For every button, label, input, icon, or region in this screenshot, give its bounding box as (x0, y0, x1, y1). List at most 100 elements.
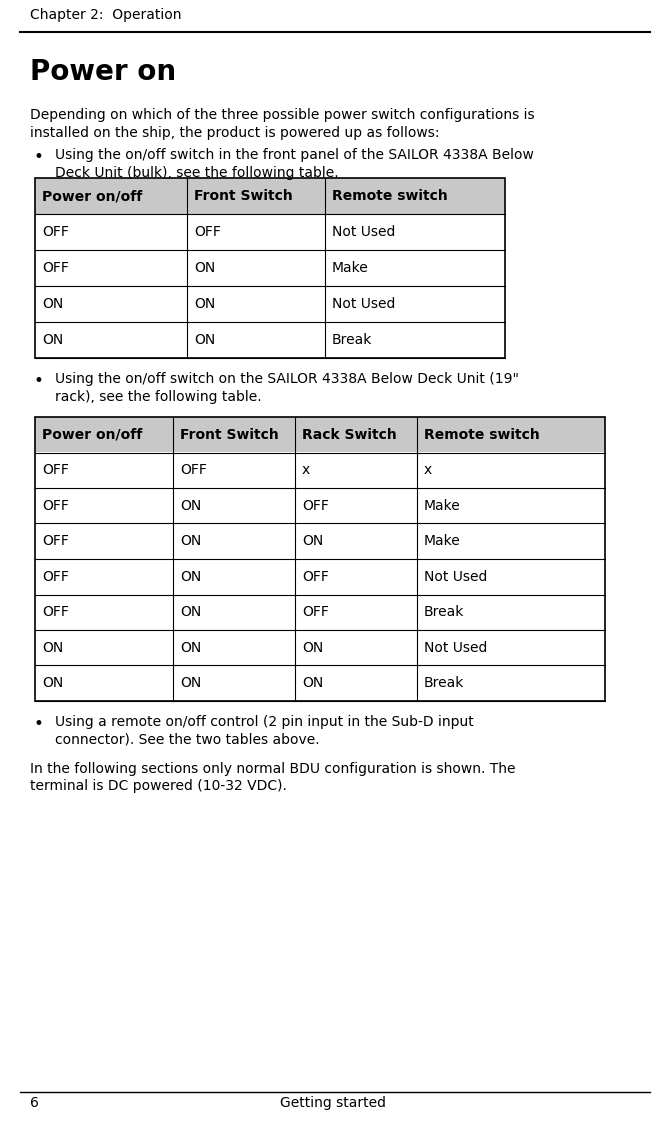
Text: Not Used: Not Used (332, 225, 396, 240)
Bar (173, 631, 295, 666)
Text: Depending on which of the three possible power switch configurations is: Depending on which of the three possible… (30, 108, 535, 122)
Bar (35, 559, 173, 594)
Text: ON: ON (302, 641, 323, 654)
Bar (325, 250, 505, 286)
Bar (187, 286, 325, 322)
Text: Make: Make (332, 261, 369, 275)
Bar (295, 523, 417, 559)
Text: ON: ON (180, 498, 201, 513)
Text: ON: ON (42, 297, 63, 311)
Text: OFF: OFF (42, 534, 69, 548)
Text: x: x (302, 463, 310, 477)
Text: Power on: Power on (30, 58, 176, 86)
Text: Front Switch: Front Switch (194, 189, 293, 203)
Text: OFF: OFF (302, 606, 329, 619)
Text: Remote switch: Remote switch (424, 428, 540, 442)
Bar (35, 631, 173, 666)
Text: ON: ON (180, 534, 201, 548)
Bar (35, 452, 173, 488)
Bar (417, 594, 605, 631)
Bar (35, 594, 173, 631)
Bar (295, 631, 417, 666)
Text: OFF: OFF (180, 463, 207, 477)
Text: x: x (424, 463, 432, 477)
Text: ON: ON (302, 676, 323, 690)
Bar (417, 417, 605, 452)
Text: Power on/off: Power on/off (42, 428, 142, 442)
Text: ON: ON (180, 641, 201, 654)
Bar (173, 594, 295, 631)
Text: OFF: OFF (302, 570, 329, 584)
Text: Remote switch: Remote switch (332, 189, 448, 203)
Text: Break: Break (332, 333, 372, 347)
Text: OFF: OFF (42, 261, 69, 275)
Text: ON: ON (302, 534, 323, 548)
Bar (325, 322, 505, 358)
Text: ON: ON (180, 676, 201, 690)
Text: Front Switch: Front Switch (180, 428, 279, 442)
Bar (417, 666, 605, 701)
Text: OFF: OFF (42, 463, 69, 477)
Bar (173, 417, 295, 452)
Bar (187, 250, 325, 286)
Text: 6: 6 (30, 1096, 39, 1110)
Text: •: • (33, 715, 43, 733)
Bar (417, 523, 605, 559)
Text: OFF: OFF (302, 498, 329, 513)
Bar (35, 286, 187, 322)
Text: Break: Break (424, 676, 464, 690)
Bar (295, 594, 417, 631)
Bar (173, 523, 295, 559)
Bar (417, 452, 605, 488)
Bar (187, 214, 325, 250)
Text: Using the on/off switch on the SAILOR 4338A Below Deck Unit (19": Using the on/off switch on the SAILOR 43… (55, 372, 519, 386)
Bar (173, 559, 295, 594)
Text: OFF: OFF (42, 225, 69, 240)
Text: OFF: OFF (194, 225, 221, 240)
Bar (417, 559, 605, 594)
Text: Using a remote on/off control (2 pin input in the Sub-D input: Using a remote on/off control (2 pin inp… (55, 715, 474, 729)
Bar (35, 179, 187, 214)
Text: Break: Break (424, 606, 464, 619)
Bar (35, 417, 173, 452)
Text: Rack Switch: Rack Switch (302, 428, 397, 442)
Text: Chapter 2:  Operation: Chapter 2: Operation (30, 8, 181, 21)
Bar (295, 559, 417, 594)
Text: OFF: OFF (42, 570, 69, 584)
Text: OFF: OFF (42, 498, 69, 513)
Text: Make: Make (424, 498, 461, 513)
Bar (295, 452, 417, 488)
Text: terminal is DC powered (10-32 VDC).: terminal is DC powered (10-32 VDC). (30, 780, 287, 793)
Text: Not Used: Not Used (332, 297, 396, 311)
Bar (173, 666, 295, 701)
Text: ON: ON (194, 297, 215, 311)
Bar (417, 631, 605, 666)
Text: Getting started: Getting started (280, 1096, 386, 1110)
Bar (187, 179, 325, 214)
Bar (417, 488, 605, 523)
Bar (35, 417, 605, 701)
Bar (325, 214, 505, 250)
Bar (35, 322, 187, 358)
Bar (187, 322, 325, 358)
Text: ON: ON (194, 333, 215, 347)
Text: ON: ON (194, 261, 215, 275)
Text: Make: Make (424, 534, 461, 548)
Text: ON: ON (42, 641, 63, 654)
Text: •: • (33, 372, 43, 390)
Text: ON: ON (180, 606, 201, 619)
Bar (173, 488, 295, 523)
Text: Deck Unit (bulk), see the following table.: Deck Unit (bulk), see the following tabl… (55, 165, 339, 180)
Bar (35, 666, 173, 701)
Text: In the following sections only normal BDU configuration is shown. The: In the following sections only normal BD… (30, 762, 516, 776)
Bar (325, 286, 505, 322)
Bar (325, 179, 505, 214)
Text: ON: ON (180, 570, 201, 584)
Bar (35, 179, 505, 358)
Bar (295, 488, 417, 523)
Bar (35, 523, 173, 559)
Text: Power on/off: Power on/off (42, 189, 142, 203)
Bar (35, 214, 187, 250)
Text: installed on the ship, the product is powered up as follows:: installed on the ship, the product is po… (30, 125, 440, 139)
Text: Not Used: Not Used (424, 570, 488, 584)
